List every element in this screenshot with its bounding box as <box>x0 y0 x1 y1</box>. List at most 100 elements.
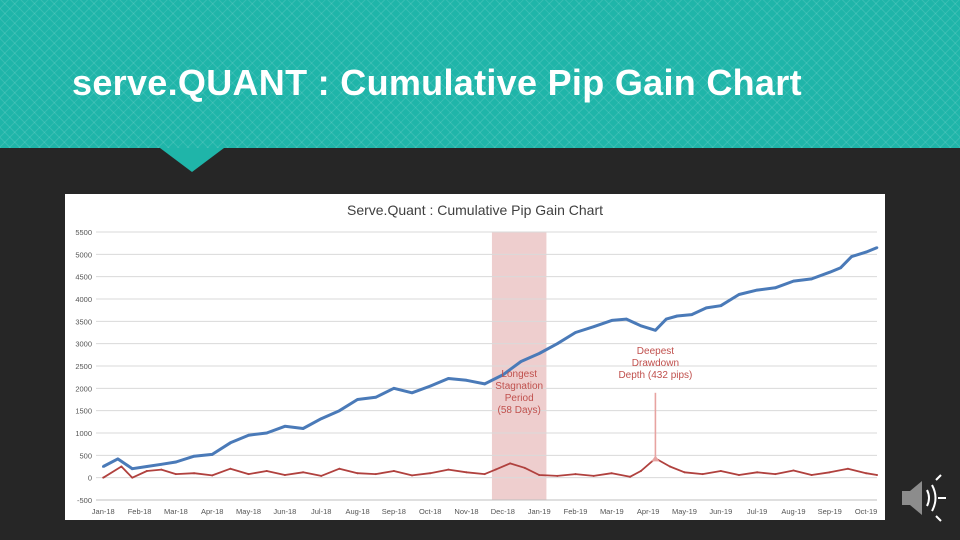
drawdown-point <box>523 466 526 469</box>
drawdown-point <box>229 467 232 470</box>
y-tick-label: 4000 <box>75 295 92 304</box>
x-tick-label: Oct-18 <box>419 507 442 516</box>
chart-panel: Serve.Quant : Cumulative Pip Gain Chart … <box>65 194 885 520</box>
sound-ray-bottom <box>935 515 942 522</box>
drawdown-point <box>701 473 704 476</box>
cumulative-pips-point <box>465 378 468 382</box>
cumulative-pips-point <box>283 425 287 428</box>
cumulative-pips-point <box>265 431 269 435</box>
cumulative-pips-point <box>625 317 628 321</box>
drawdown-point <box>494 468 497 471</box>
y-tick-label: 4500 <box>75 273 92 282</box>
drawdown-point <box>846 467 849 470</box>
drawdown-point <box>160 468 163 471</box>
cumulative-pips-point <box>210 453 214 456</box>
x-tick-label: Dec-18 <box>491 507 515 516</box>
cumulative-pips-point <box>160 462 163 466</box>
drawdown-point <box>509 462 512 465</box>
drawdown-point <box>211 474 214 477</box>
cumulative-pips-point <box>864 250 868 254</box>
pip-gain-chart: Serve.Quant : Cumulative Pip Gain Chart … <box>65 194 885 520</box>
y-tick-label: 5500 <box>75 228 92 237</box>
annotation-text-line: Depth (432 pips) <box>618 370 692 381</box>
speaker-icon[interactable] <box>896 472 948 524</box>
drawdown-point <box>465 471 468 474</box>
drawdown-point <box>265 469 268 472</box>
x-tick-label: Jul-18 <box>311 507 331 516</box>
x-tick-label: Jan-18 <box>92 507 115 516</box>
cumulative-pips-point <box>690 313 694 316</box>
y-tick-label: 3500 <box>75 317 92 326</box>
cumulative-pips-point <box>875 246 879 249</box>
x-tick-label: Oct-19 <box>855 507 878 516</box>
drawdown-point <box>374 473 377 476</box>
cumulative-pips-point <box>592 325 595 328</box>
x-tick-label: Apr-19 <box>637 507 660 516</box>
annotation-text-line: (58 Days) <box>498 405 541 416</box>
cumulative-pips-point <box>174 460 178 464</box>
drawdown-point <box>283 473 286 476</box>
y-tick-label: 1500 <box>75 407 92 416</box>
cumulative-pips-point <box>537 352 541 355</box>
drawdown-point <box>145 469 148 472</box>
speaker-body <box>902 481 922 515</box>
x-tick-label: Jul-19 <box>747 507 767 516</box>
cumulative-pips-point <box>704 306 708 310</box>
drawdown-point <box>392 469 395 472</box>
drawdown-point <box>174 473 177 476</box>
chart-background <box>65 194 885 520</box>
drawdown-point <box>628 475 631 478</box>
cumulative-pips-point <box>755 288 759 292</box>
sound-wave-large <box>931 484 937 512</box>
cumulative-pips-point <box>850 255 853 258</box>
cumulative-pips-point <box>428 384 432 388</box>
drawdown-point <box>756 471 759 474</box>
y-tick-label: 0 <box>88 474 92 483</box>
drawdown-point <box>865 472 868 475</box>
drawdown-point <box>447 468 450 471</box>
drawdown-point <box>737 473 740 476</box>
cumulative-pips-point <box>610 319 614 322</box>
drawdown-point <box>131 476 134 479</box>
drawdown-point <box>411 474 414 477</box>
x-tick-label: Jun-18 <box>273 507 296 516</box>
cumulative-pips-point <box>319 417 323 421</box>
drawdown-point <box>719 469 722 472</box>
drawdown-point <box>876 473 878 476</box>
drawdown-point <box>592 474 595 477</box>
x-tick-label: Sep-19 <box>818 507 842 516</box>
cumulative-pips-point <box>356 398 359 401</box>
sound-ray-top <box>935 474 942 481</box>
cumulative-pips-point <box>447 377 450 380</box>
cumulative-pips-point <box>192 454 196 458</box>
y-tick-label: 2000 <box>75 384 92 393</box>
drawdown-point <box>320 474 323 477</box>
annotation-text-line: Drawdown <box>632 358 679 369</box>
x-tick-label: Sep-18 <box>382 507 406 516</box>
cumulative-pips-point <box>675 314 679 318</box>
drawdown-point <box>302 471 305 474</box>
y-tick-label: 1000 <box>75 429 92 438</box>
cumulative-pips-point <box>392 387 396 390</box>
drawdown-point <box>610 472 613 475</box>
cumulative-pips-point <box>654 328 657 332</box>
y-tick-label: 3000 <box>75 340 92 349</box>
cumulative-pips-point <box>116 457 120 461</box>
x-tick-label: Jun-19 <box>709 507 732 516</box>
x-tick-label: May-19 <box>672 507 697 516</box>
drawdown-point <box>538 473 541 476</box>
cumulative-pips-point <box>247 433 250 437</box>
chart-title: Serve.Quant : Cumulative Pip Gain Chart <box>347 202 603 218</box>
annotation-text-line: Period <box>505 393 534 404</box>
cumulative-pips-point <box>519 360 523 363</box>
drawdown-point <box>193 472 196 475</box>
drawdown-point <box>668 465 671 468</box>
cumulative-pips-point <box>810 277 813 281</box>
cumulative-pips-point <box>483 382 486 386</box>
cumulative-pips-point <box>574 331 577 334</box>
drawdown-point <box>810 473 813 476</box>
drawdown-point <box>792 469 795 472</box>
cumulative-pips-point <box>374 395 378 399</box>
cumulative-pips-point <box>737 293 741 296</box>
